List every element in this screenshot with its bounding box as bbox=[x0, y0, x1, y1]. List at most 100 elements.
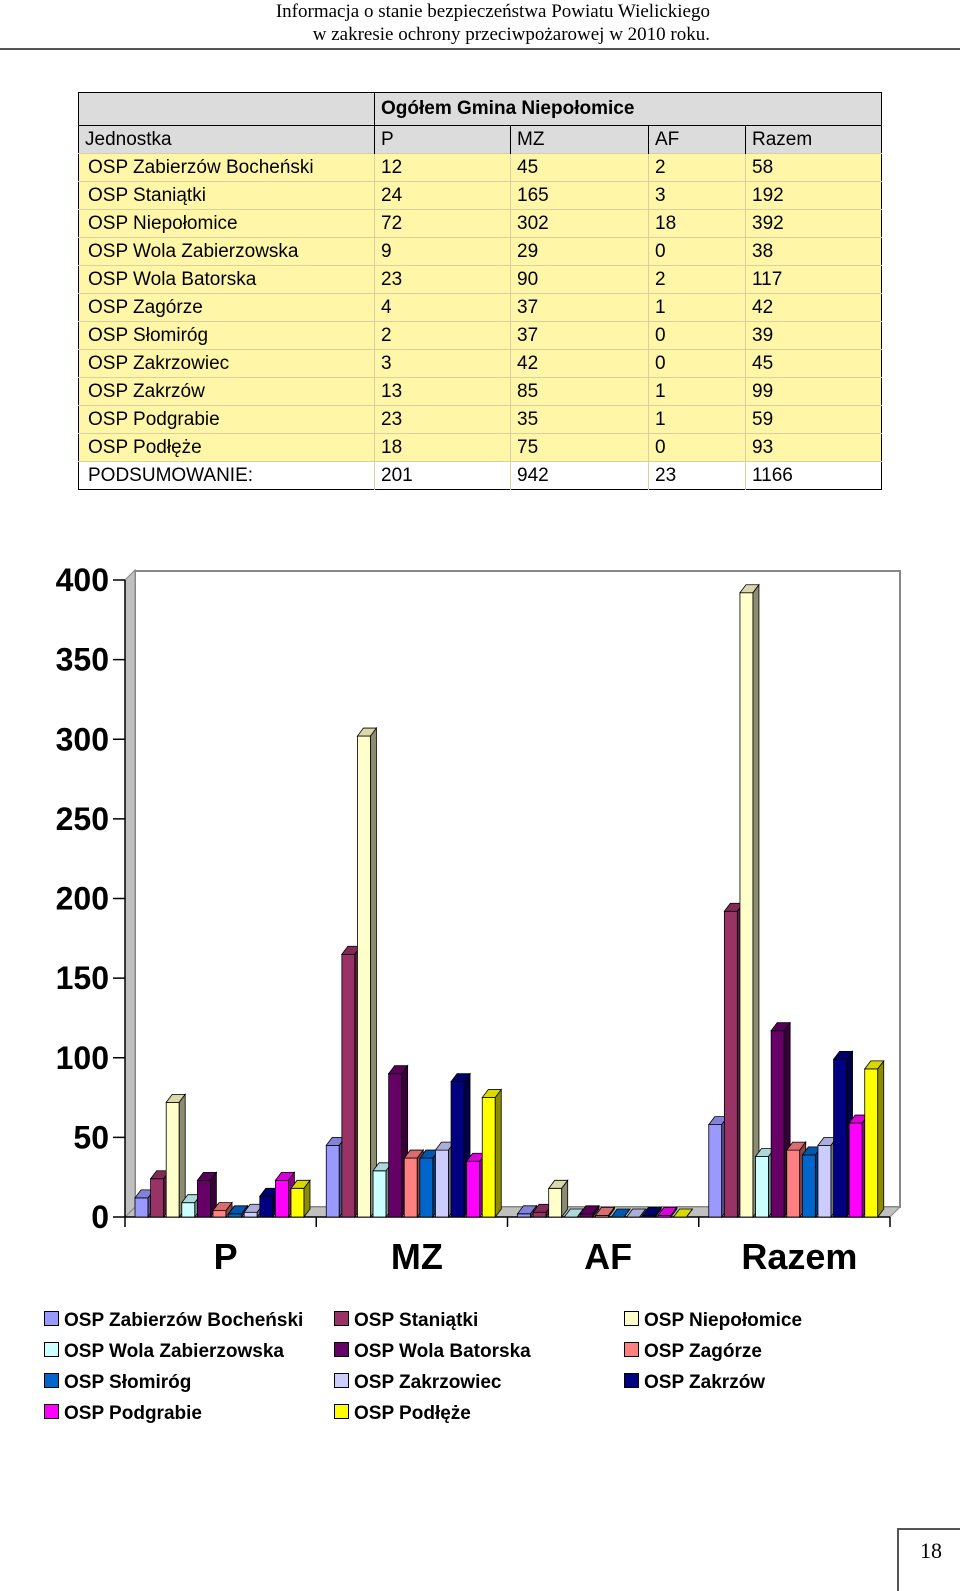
bar bbox=[243, 1211, 258, 1218]
bar bbox=[864, 1068, 879, 1218]
bar-side bbox=[370, 726, 377, 1219]
bar bbox=[196, 1179, 211, 1218]
bar bbox=[388, 1073, 403, 1218]
legend-swatch bbox=[334, 1342, 349, 1358]
value-cell: 942 bbox=[510, 461, 649, 490]
value-cell: 18 bbox=[374, 433, 511, 462]
table-row: OSP Zagórze 4 37 1 42 bbox=[78, 293, 882, 322]
value-cell: 29 bbox=[510, 237, 649, 266]
legend-item: OSP Niepołomice bbox=[624, 1308, 802, 1334]
value-cell: 2 bbox=[648, 265, 746, 294]
column-header: Razem bbox=[744, 125, 882, 154]
value-cell: 0 bbox=[648, 349, 746, 378]
value-cell: 392 bbox=[744, 209, 882, 238]
unit-name-cell: OSP Słomiróg bbox=[78, 321, 375, 350]
data-table: Ogółem Gmina Niepołomice Jednostka P MZ … bbox=[78, 92, 883, 490]
table-row: OSP Wola Zabierzowska 9 29 0 38 bbox=[78, 237, 882, 266]
y-tick-label: 350 bbox=[56, 642, 109, 678]
bar-side bbox=[608, 1206, 615, 1219]
bar bbox=[786, 1149, 801, 1218]
legend-item: OSP Słomiróg bbox=[44, 1370, 191, 1396]
legend-label: OSP Zakrzów bbox=[644, 1372, 766, 1393]
value-cell: 13 bbox=[374, 377, 511, 406]
value-cell: 3 bbox=[648, 181, 746, 210]
value-cell: 1 bbox=[648, 377, 746, 406]
table-row: OSP Staniątki 24 165 3 192 bbox=[78, 181, 882, 210]
x-category-label: MZ bbox=[391, 1236, 443, 1277]
bar bbox=[403, 1157, 418, 1218]
bar bbox=[259, 1195, 274, 1218]
unit-name-cell: OSP Staniątki bbox=[78, 181, 375, 210]
bar bbox=[150, 1178, 165, 1218]
value-cell: 23 bbox=[374, 405, 511, 434]
value-cell: 58 bbox=[744, 153, 882, 182]
value-cell: 35 bbox=[510, 405, 649, 434]
y-tick-label: 50 bbox=[73, 1119, 109, 1155]
page-number: 18 bbox=[920, 1538, 942, 1563]
legend-label: OSP Zagórze bbox=[644, 1341, 762, 1362]
legend-label: OSP Podłęże bbox=[354, 1403, 471, 1424]
value-cell: 192 bbox=[744, 181, 882, 210]
y-tick-label: 300 bbox=[56, 721, 109, 757]
legend-item: OSP Podgrabie bbox=[44, 1401, 202, 1427]
value-cell: 23 bbox=[648, 461, 746, 490]
unit-name-cell: OSP Zakrzowiec bbox=[78, 349, 375, 378]
value-cell: 37 bbox=[510, 321, 649, 350]
page-header: Informacja o stanie bezpieczeństwa Powia… bbox=[0, 0, 960, 50]
bar bbox=[134, 1197, 149, 1218]
legend-swatch bbox=[624, 1342, 639, 1358]
table-row: OSP Podłęże 18 75 0 93 bbox=[78, 433, 882, 462]
legend-swatch bbox=[334, 1404, 349, 1420]
value-cell: 42 bbox=[744, 293, 882, 322]
value-cell: 0 bbox=[648, 237, 746, 266]
bar bbox=[708, 1124, 723, 1218]
bar-side bbox=[877, 1059, 885, 1219]
value-cell: 72 bbox=[374, 209, 511, 238]
legend-item: OSP Wola Zabierzowska bbox=[44, 1339, 284, 1365]
column-header: AF bbox=[648, 125, 746, 154]
bar bbox=[739, 592, 754, 1218]
legend-swatch bbox=[334, 1311, 349, 1327]
value-cell: 1 bbox=[648, 405, 746, 434]
legend-item: OSP Zakrzowiec bbox=[334, 1370, 502, 1396]
value-cell: 37 bbox=[510, 293, 649, 322]
table-header-row: Jednostka P MZ AF Razem bbox=[78, 125, 882, 154]
header-line-1: Informacja o stanie bezpieczeństwa Powia… bbox=[275, 1, 710, 22]
bar-chart: 0 50 100 150 200 250 300 350 400 P MZ AF Razem bbox=[56, 562, 902, 1277]
bar bbox=[181, 1202, 196, 1218]
x-category-label: Razem bbox=[741, 1236, 857, 1277]
bar bbox=[372, 1170, 387, 1218]
value-cell: 18 bbox=[648, 209, 746, 238]
legend-swatch bbox=[624, 1311, 639, 1327]
column-header: MZ bbox=[510, 125, 649, 154]
bar bbox=[419, 1157, 434, 1218]
value-cell: 2 bbox=[374, 321, 511, 350]
y-tick-label: 150 bbox=[56, 960, 109, 996]
table-title: Ogółem Gmina Niepołomice bbox=[373, 92, 882, 126]
unit-name-cell: OSP Zakrzów bbox=[78, 377, 375, 406]
legend-label: OSP Niepołomice bbox=[644, 1310, 803, 1331]
unit-name-cell: OSP Wola Batorska bbox=[78, 265, 375, 294]
bar bbox=[341, 953, 356, 1218]
unit-name-cell: OSP Zabierzów Bocheński bbox=[78, 153, 375, 182]
unit-name-cell: OSP Podłęże bbox=[78, 433, 375, 462]
value-cell: 0 bbox=[648, 321, 746, 350]
x-category-label: P bbox=[214, 1236, 238, 1277]
bar-side bbox=[178, 1093, 186, 1219]
unit-name-cell: PODSUMOWANIE: bbox=[78, 461, 375, 490]
bar bbox=[755, 1156, 769, 1218]
legend-swatch bbox=[44, 1311, 59, 1327]
bar-side bbox=[303, 1179, 311, 1219]
bar bbox=[723, 910, 738, 1218]
bar bbox=[290, 1187, 305, 1218]
value-cell: 75 bbox=[510, 433, 649, 462]
bar bbox=[274, 1179, 289, 1218]
bar-side bbox=[592, 1204, 600, 1219]
legend-label: OSP Staniątki bbox=[354, 1310, 479, 1331]
unit-name-cell: OSP Wola Zabierzowska bbox=[78, 237, 375, 266]
bar bbox=[357, 735, 371, 1218]
bar bbox=[817, 1144, 832, 1218]
legend-label: OSP Podgrabie bbox=[64, 1403, 202, 1424]
page-number-box bbox=[897, 1528, 960, 1591]
bar-side bbox=[561, 1179, 569, 1219]
